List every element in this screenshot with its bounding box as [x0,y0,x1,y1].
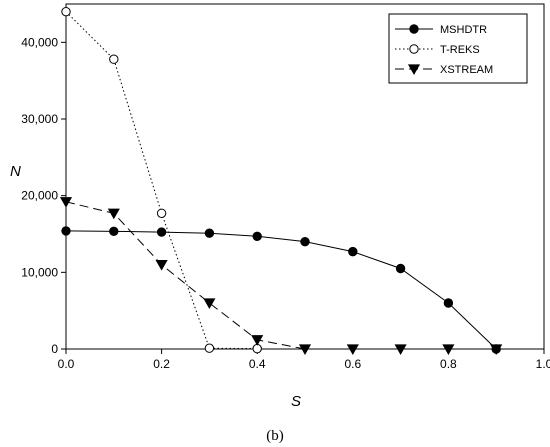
y-tick-label: 30,000 [21,112,58,126]
y-axis: 0 10,000 20,000 30,000 40,000 [21,35,66,356]
legend-marker [407,64,421,75]
x-tick-label: 0.8 [440,357,457,371]
x-axis-title: S [291,393,301,410]
x-tick-label: 0.6 [344,357,361,371]
data-point [394,344,407,355]
legend-label: MSHDTR [440,24,487,36]
series-line [65,230,497,350]
x-tick-label: 0.4 [249,357,266,371]
data-point [442,344,455,355]
data-point [204,343,215,353]
data-point [346,344,359,355]
x-tick-label: 1.0 [536,357,550,371]
data-point [203,298,216,309]
data-point [107,208,120,220]
series-xstream [59,197,503,355]
legend-label: T-REKS [440,44,480,56]
y-axis-title: N [10,163,21,180]
series-t-reks [61,6,262,354]
data-point [251,335,264,346]
y-tick-label: 20,000 [21,189,58,203]
legend-label: XSTREAM [440,64,493,76]
data-point [155,260,168,271]
data-point [204,228,215,238]
data-point [490,344,503,355]
series-mshdtr [61,226,501,354]
y-tick-label: 40,000 [21,35,58,49]
data-point [59,197,73,208]
y-tick-label: 10,000 [21,265,58,279]
data-point [443,298,454,308]
x-tick-label: 0.0 [58,357,75,371]
legend-marker [409,24,419,34]
series-line [65,11,258,350]
legend-marker [409,44,419,54]
data-point [109,54,119,64]
figure-caption: (b) [266,428,284,444]
y-tick-label: 0 [51,342,58,356]
data-point [300,236,310,247]
data-point [156,208,167,219]
data-point [252,231,262,242]
data-point [395,263,406,274]
data-point [109,226,119,237]
data-point [348,246,358,257]
series-line [65,201,497,350]
data-point [61,6,71,17]
x-tick-label: 0.2 [153,357,170,371]
series-layer [59,6,503,355]
data-point [156,227,167,237]
legend: MSHDTR T-REKS XSTREAM [388,13,528,84]
data-point [61,226,71,236]
data-point [298,344,312,355]
